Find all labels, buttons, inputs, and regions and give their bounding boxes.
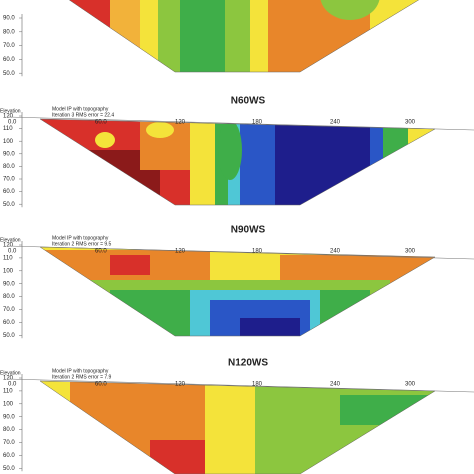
panel: 120 110 100 90.0 80.0 70.0 60.0 50.0 N120WS Eleva…	[0, 358, 474, 474]
x-tick-label: 120	[175, 249, 186, 255]
x-tick-label: 240	[330, 249, 341, 255]
x-tick-label: 180	[252, 382, 263, 388]
y-tick-label: 80.0	[3, 29, 15, 35]
section	[40, 0, 435, 72]
iteration-label: Iteration 3 RMS error = 22.4	[52, 112, 114, 118]
y-tick-label: 110	[3, 126, 13, 132]
contour	[275, 119, 385, 205]
x-tick-label: 0.0	[8, 249, 17, 255]
section-outline	[39, 380, 436, 474]
contour	[146, 122, 174, 138]
contour	[150, 440, 210, 474]
y-tick-label: 100	[3, 268, 14, 274]
contour	[250, 0, 270, 72]
y-tick-label: 90.0	[3, 414, 15, 420]
y-tick-label: 90.0	[3, 281, 15, 287]
x-tick-label: 180	[252, 120, 263, 126]
contour	[320, 0, 380, 20]
panel: 120 110 100 90.0 80.0 70.0 60.0 50.0 N60WS Elevat…	[0, 96, 474, 208]
y-tick-label: 80.0	[3, 164, 15, 170]
contour	[218, 120, 242, 180]
elevation-label: Elevation	[0, 370, 21, 376]
y-tick-label: 90.0	[3, 151, 15, 157]
y-tick-label: 50.0	[3, 466, 15, 472]
x-tick-label: 0.0	[8, 120, 17, 126]
x-tick-label: 300	[405, 382, 416, 388]
model-label: Model IP with topography	[52, 106, 109, 112]
x-tick-label: 0.0	[8, 382, 17, 388]
x-tick-label: 120	[175, 382, 186, 388]
model-label: Model IP with topography	[52, 235, 109, 241]
x-tick-label: 300	[405, 120, 416, 126]
contour	[408, 119, 435, 205]
y-tick-label: 60.0	[3, 57, 15, 63]
y-tick-label: 110	[3, 255, 13, 261]
iteration-label: Iteration 2 RMS error = 7.9	[52, 374, 112, 380]
y-tick-label: 60.0	[3, 320, 15, 326]
y-tick-label: 60.0	[3, 189, 15, 195]
y-tick-label: 110	[3, 388, 13, 394]
section	[40, 247, 435, 336]
contour	[370, 119, 385, 205]
topography	[7, 116, 474, 131]
contour	[205, 381, 255, 474]
x-tick-label: 60.0	[95, 249, 107, 255]
y-tick-label: 70.0	[3, 177, 15, 183]
y-tick-label: 50.0	[3, 333, 15, 339]
y-tick-label: 50.0	[3, 202, 15, 208]
y-tick-label: 80.0	[3, 427, 15, 433]
x-tick-label: 240	[330, 382, 341, 388]
contour	[110, 255, 150, 275]
panel: 90.0 80.0 70.0 60.0 50.0	[3, 0, 435, 77]
x-tick-label: 60.0	[95, 382, 107, 388]
y-tick-label: 60.0	[3, 453, 15, 459]
contour	[100, 440, 140, 474]
y-tick-label: 70.0	[3, 43, 15, 49]
y-tick-label: 70.0	[3, 307, 15, 313]
y-tick-label: 90.0	[3, 16, 15, 22]
model-label: Model IP with topography	[52, 368, 109, 374]
y-tick-label: 70.0	[3, 440, 15, 446]
contour	[180, 0, 225, 72]
section-outline	[39, 118, 436, 206]
y-tick-label: 50.0	[3, 71, 15, 77]
panel-title: N60WS	[231, 96, 266, 107]
x-tick-label: 180	[252, 249, 263, 255]
contour	[40, 0, 110, 70]
section-outline	[68, 0, 420, 73]
y-tick-label: 100	[3, 139, 14, 145]
contour	[95, 132, 115, 148]
x-tick-label: 240	[330, 120, 341, 126]
contour	[370, 0, 435, 72]
panel: 120 110 100 90.0 80.0 70.0 60.0 50.0 N90WS Elevat…	[0, 225, 474, 339]
elevation-label: Elevation	[0, 237, 21, 243]
elevation-label: Elevation	[0, 108, 21, 114]
panel-title: N120WS	[228, 358, 268, 369]
y-tick-label: 80.0	[3, 294, 15, 300]
y-tick-label: 100	[3, 401, 14, 407]
topography	[7, 245, 474, 260]
contour	[240, 119, 280, 205]
contour	[383, 119, 408, 205]
contour	[340, 395, 435, 425]
iteration-label: Iteration 2 RMS error = 9.5	[52, 241, 112, 247]
topography	[7, 378, 474, 393]
x-tick-label: 300	[405, 249, 416, 255]
y-tick-label: 120	[3, 376, 14, 382]
contour	[255, 381, 435, 474]
section-outline	[39, 246, 436, 337]
panel-title: N90WS	[231, 225, 266, 236]
contour	[240, 318, 300, 336]
x-tick-label: 120	[175, 120, 186, 126]
y-tick-label: 120	[3, 243, 14, 249]
contour	[280, 0, 320, 9]
x-tick-label: 60.0	[95, 120, 107, 126]
y-tick-label: 120	[3, 114, 14, 120]
